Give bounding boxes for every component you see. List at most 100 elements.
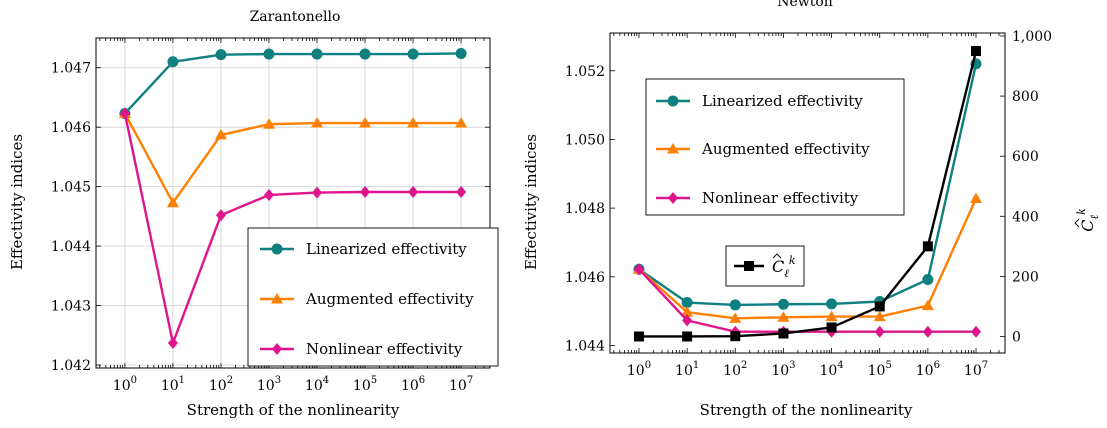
data-point [825,310,838,322]
x-tick-label: 103 [771,360,795,379]
x-tick-label: 102 [723,360,747,379]
y-axis-label: Effectivity indices [8,134,26,270]
legend-box [247,227,499,367]
x-tick-label: 100 [113,375,137,394]
data-point [408,186,419,198]
y2-axis-label: Cℓk [1074,208,1101,232]
data-point [681,306,694,317]
data-point [263,48,275,60]
x-axis-label: Strength of the nonlinearity [700,401,913,419]
data-point [922,274,934,286]
legend-label: Augmented effectivity [701,140,870,158]
legend: Linearized effectivity Augmented effectiv… [645,78,905,287]
y-tick-label: 1.043 [51,299,91,315]
series-line [124,52,462,115]
data-point [729,299,741,311]
data-point [682,331,693,342]
data-point [407,117,420,128]
y-tick-label: 1.047 [51,61,91,77]
y-tick-label: 1.046 [565,270,605,286]
y2-tick-label: 800 [1012,89,1039,105]
x-tick-label: 105 [868,360,892,379]
x-tick-label: 103 [257,375,281,394]
legend-label: Cℓk [772,254,796,280]
x-tick-label: 107 [964,360,988,379]
x-tick-label: 101 [675,360,699,379]
x-tick-label: 104 [819,360,843,379]
data-point [921,299,934,311]
legend-marker [667,95,679,107]
data-point [874,325,885,338]
y2-axis-label-text: Cℓk [1075,208,1101,232]
data-point [874,301,885,312]
x-tick-label: 107 [449,375,473,394]
legend: Linearized effectivity Augmented effectiv… [247,227,499,367]
data-point [167,56,179,68]
y-tick-label: 1.044 [51,239,91,255]
y-tick-label: 1.050 [565,132,605,148]
x-tick-label: 106 [401,375,425,394]
hat-mark [772,253,782,259]
legend-marker [667,143,679,154]
y-tick-label: 1.044 [565,338,605,354]
data-point [873,310,886,322]
legend-marker [271,293,283,304]
data-point [922,241,933,252]
data-point [681,297,693,309]
data-point [214,128,227,140]
series-line [123,113,462,345]
plot-frame [609,32,1006,354]
y-tick-label: 1.045 [51,180,91,196]
data-point [826,298,838,310]
data-point [971,46,982,57]
legend-marker [272,343,282,355]
y-axis-label: Effectivity indices [522,134,540,270]
data-point [922,325,933,338]
y-tick-label: 1.046 [51,120,91,136]
legend-label: Nonlinear effectivity [702,189,859,207]
legend-label: Augmented effectivity [305,290,474,308]
hat-mark [1074,218,1080,228]
data-point [456,186,467,198]
data-point [682,314,693,327]
y2-tick-label: 200 [1012,269,1039,285]
data-point [263,188,274,201]
plot-frame [95,37,491,369]
legend-label: Nonlinear effectivity [306,340,463,358]
data-point [729,312,742,323]
x-axis-label: Strength of the nonlinearity [187,401,400,419]
newton-chart: Newton 100 101 102 103 104 105 106 107 1.044 1.04… [522,0,1101,419]
legend-marker [271,243,283,255]
x-tick-label: 106 [916,360,940,379]
series-line [638,198,978,320]
y2-tick-label: 0 [1012,329,1021,345]
data-point [455,47,467,59]
series-line [638,63,978,307]
x-tick-label: 105 [353,375,377,394]
x-tick-label: 101 [161,375,185,394]
y2-tick-label: 600 [1012,149,1039,165]
x-tick-label: 100 [627,360,651,379]
data-point [971,325,982,338]
data-point [970,192,983,203]
data-point [633,263,644,276]
data-point [826,322,837,333]
data-point [167,337,178,350]
data-point [215,209,226,222]
data-point [262,118,275,129]
legend-label: Linearized effectivity [306,240,467,258]
data-point [311,117,324,128]
data-point [311,48,323,60]
series-line [123,112,462,204]
data-point [359,48,371,60]
data-point [119,107,130,120]
chart-title: Zarantonello [250,9,341,25]
y-tick-label: 1.048 [565,201,605,217]
data-point [777,298,789,310]
data-point [360,186,371,198]
data-point [778,328,789,339]
data-point [633,331,644,342]
x-tick-label: 104 [305,375,329,394]
data-point [359,117,372,128]
